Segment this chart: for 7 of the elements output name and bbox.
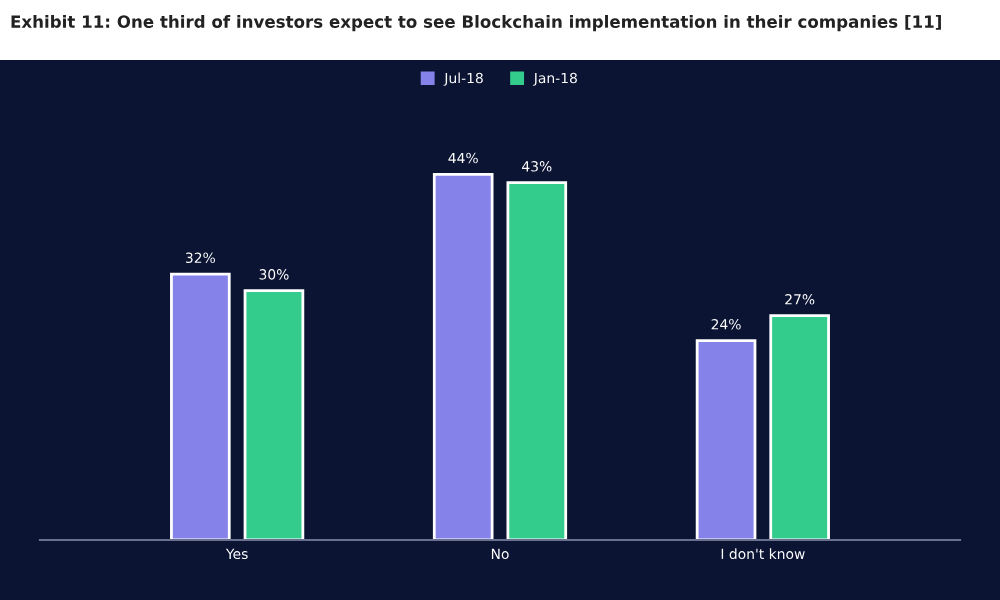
bar [506, 181, 568, 540]
bar [243, 289, 305, 540]
bar [432, 172, 494, 540]
bar [695, 339, 757, 540]
bar [170, 272, 231, 540]
chart-title: Exhibit 11: One third of investors expect to see Blockchain implementation in their companies [11] [11, 15, 941, 32]
bar [769, 314, 830, 540]
